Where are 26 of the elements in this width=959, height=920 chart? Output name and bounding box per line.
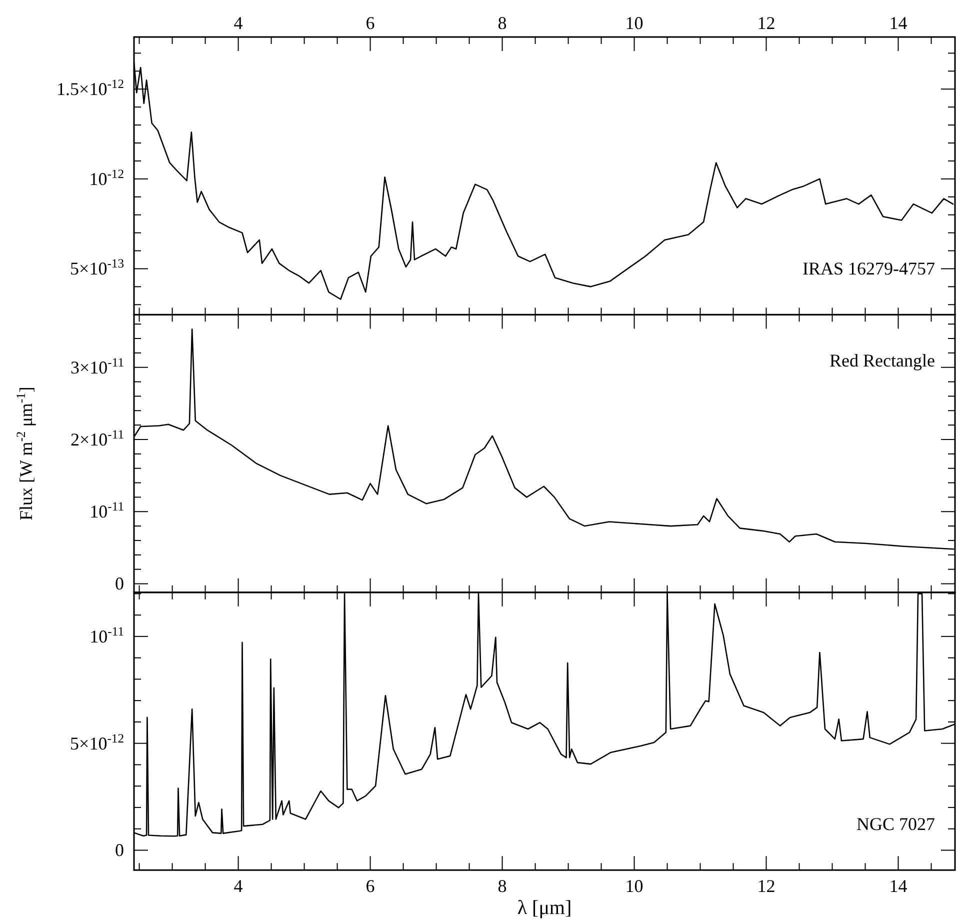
y-tick-label: 5×10$^{-12}$ <box>70 731 124 754</box>
y-tick-label: 5×10$^{-13}$ <box>70 256 124 279</box>
x-tick-label: 8 <box>498 876 507 896</box>
x2-tick-label: 10 <box>625 13 644 33</box>
x2-tick-label: 4 <box>234 13 243 33</box>
x2-tick-label: 12 <box>757 13 776 33</box>
y-tick-label: 3×10$^{-11}$ <box>70 355 124 378</box>
y-tick-label: 0 <box>115 840 124 860</box>
x2-tick-label: 6 <box>366 13 375 33</box>
legend-label: Red Rectangle <box>830 350 935 371</box>
y-tick-label: 1.5×10$^{-12}$ <box>56 77 124 100</box>
x-tick-label: 14 <box>889 876 908 896</box>
y-tick-label: 10$^{-11}$ <box>90 624 124 646</box>
x2-tick-label: 14 <box>889 13 908 33</box>
y-tick-label: 10$^{-12}$ <box>89 166 124 189</box>
x-tick-label: 12 <box>757 876 776 896</box>
x-tick-label: 10 <box>625 876 644 896</box>
x2-tick-label: 8 <box>498 13 507 33</box>
x-tick-label: 4 <box>234 876 243 896</box>
legend-label: NGC 7027 <box>856 814 935 834</box>
y-tick-label: 10$^{-11}$ <box>90 500 124 522</box>
y-tick-label: 0 <box>115 574 124 594</box>
x-axis-title: λ [μm] <box>517 897 572 920</box>
x-tick-label: 6 <box>366 876 375 896</box>
y-tick-label: 2×10$^{-11}$ <box>70 427 124 450</box>
legend-label: IRAS 16279-4757 <box>802 258 935 279</box>
